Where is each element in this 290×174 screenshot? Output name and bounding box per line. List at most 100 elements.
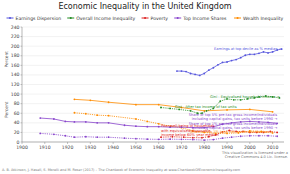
series-point — [208, 69, 210, 71]
grid-line — [22, 94, 284, 95]
annotation: Earnings at top decile as % median → — [214, 47, 282, 51]
series-point — [96, 114, 98, 116]
series-line — [74, 99, 272, 111]
legend-item: Wealth Inequality — [234, 16, 283, 21]
grid-line — [22, 84, 284, 85]
series-point — [276, 135, 278, 137]
grid-line — [22, 27, 284, 28]
series-point — [146, 120, 148, 122]
annotation: Poor well-being of householdswith equiva… — [161, 124, 219, 136]
series-point — [89, 99, 91, 101]
legend-item: Earnings Dispersion — [7, 16, 62, 21]
series-point — [203, 73, 205, 75]
series-point — [222, 62, 224, 64]
y-tick-label: 80 — [14, 101, 20, 106]
legend-marker — [70, 17, 72, 19]
grid-line — [22, 65, 284, 66]
series-point — [249, 109, 251, 111]
legend-label: Overall Income Inequality — [76, 16, 135, 21]
legend-swatch — [174, 18, 181, 19]
series-point — [267, 135, 269, 137]
data — [39, 48, 282, 141]
series-point — [203, 139, 205, 141]
series-point — [96, 122, 98, 124]
y-tick-label: 160 — [11, 63, 20, 68]
y-tick-label: 0 — [17, 140, 20, 145]
series-point — [199, 74, 201, 76]
series-point — [263, 51, 265, 53]
series-point — [74, 98, 76, 100]
series-point — [192, 139, 194, 141]
series-point — [64, 135, 66, 137]
chart: Economic Inequality in the United Kingdo… — [0, 0, 290, 174]
series-point — [226, 109, 228, 111]
x-tick-label: 1990 — [221, 145, 233, 150]
y-axis: 020406080100120140160180200220240 — [11, 25, 284, 145]
series-point — [124, 124, 126, 126]
series-point — [39, 132, 41, 134]
series-point — [240, 57, 242, 59]
y-tick-label: 120 — [11, 82, 20, 87]
legend-item: Top Income Shares — [174, 16, 227, 21]
x-tick-label: 1950 — [130, 145, 142, 150]
y-axis-label: Percent — [4, 51, 9, 68]
legend-swatch — [7, 18, 14, 19]
x-tick-label: 2010 — [267, 145, 279, 150]
series-point — [176, 70, 178, 72]
citation: A. B. Atkinson, J. Hasell, S. Morelli an… — [2, 168, 241, 172]
series-point — [146, 138, 148, 140]
series-point — [108, 122, 110, 124]
series-point — [206, 110, 208, 112]
series-point — [135, 125, 137, 127]
series-point — [249, 135, 251, 137]
annotation: Gini - After tax income of tax units — [175, 105, 237, 109]
series-point — [181, 138, 183, 140]
legend-marker — [9, 17, 11, 19]
series-point — [272, 51, 274, 53]
x-axis: 1900191019201930194019501960197019801990… — [16, 142, 278, 150]
series-point — [240, 135, 242, 137]
y-tick-label: 100 — [11, 92, 20, 97]
legend-marker — [237, 17, 239, 19]
series-point — [226, 61, 228, 63]
series-point — [212, 67, 214, 69]
legend-marker — [144, 17, 146, 19]
x-tick-label: 1970 — [176, 145, 188, 150]
series-point — [96, 136, 98, 138]
grid-line — [22, 36, 284, 37]
annotations: Earnings at top decile as % median → Gini… — [161, 47, 282, 137]
series-point — [85, 136, 87, 138]
y-tick-label: 220 — [11, 34, 20, 39]
x-tick-label: 1980 — [198, 145, 210, 150]
series-point — [158, 123, 160, 125]
series-point — [169, 138, 171, 140]
x-tick-label: 1960 — [153, 145, 165, 150]
series-point — [190, 73, 192, 75]
series-point — [181, 70, 183, 72]
series-point — [249, 53, 251, 55]
legend-label: Wealth Inequality — [243, 16, 283, 21]
grid-line — [22, 142, 284, 143]
series-point — [146, 126, 148, 128]
x-tick-label: 2000 — [244, 145, 256, 150]
series-point — [85, 121, 87, 123]
grid-line — [22, 55, 284, 56]
series-point — [231, 136, 233, 138]
x-tick-label: 1930 — [84, 145, 96, 150]
legend-label: Earnings Dispersion — [16, 16, 62, 21]
y-tick-label: 180 — [11, 53, 20, 58]
x-axis-line — [22, 142, 284, 143]
license: This visualization is licensed under aCr… — [221, 151, 288, 159]
legend-marker — [177, 17, 179, 19]
annotation: Share of top 5% pre-tax gross income/ind… — [189, 113, 278, 121]
legend-swatch — [142, 18, 149, 19]
series-point — [222, 137, 224, 139]
series-point — [190, 110, 192, 112]
x-tick-label: 1920 — [62, 145, 74, 150]
legend-swatch — [234, 18, 241, 19]
series-point — [267, 52, 269, 54]
series-point — [135, 138, 137, 140]
series-point — [158, 104, 160, 106]
series-point — [192, 137, 194, 139]
legend-swatch — [67, 18, 74, 19]
